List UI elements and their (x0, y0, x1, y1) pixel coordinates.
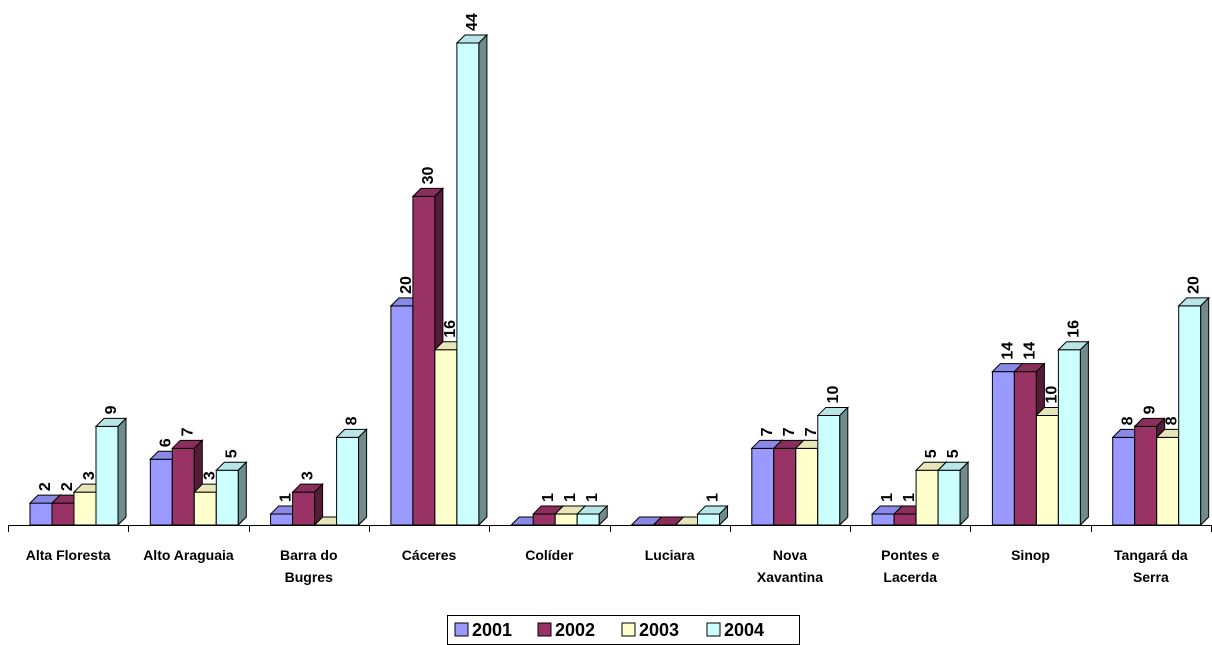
value-label-2003-8: 10 (1043, 386, 1060, 404)
bar-2004-1 (215, 461, 248, 527)
category-label: Alta Floresta (26, 547, 111, 563)
value-label-2002-9: 9 (1142, 405, 1159, 414)
value-label-2004-5: 1 (705, 493, 722, 502)
category-label: Pontes e (881, 547, 940, 563)
value-label-2004-9: 20 (1186, 276, 1203, 294)
legend-item-2003: 2003 (621, 620, 679, 640)
category-label: Barra do (280, 547, 338, 563)
legend-swatch (537, 622, 552, 637)
value-label-2001-0: 2 (37, 482, 54, 491)
category-label: Bugres (285, 569, 333, 585)
value-label-2002-8: 14 (1021, 342, 1038, 360)
value-label-2004-0: 9 (103, 405, 120, 414)
bars-layer (28, 33, 1210, 527)
category-label: Alto Araguaia (143, 547, 234, 563)
value-label-2001-7: 1 (879, 493, 896, 502)
legend-swatch (621, 622, 636, 637)
value-label-2001-1: 6 (157, 438, 174, 447)
bar-2004-7 (936, 461, 970, 527)
value-label-2001-8: 14 (999, 342, 1016, 360)
legend-item-2001: 2001 (454, 620, 512, 640)
value-label-2001-2: 1 (278, 493, 295, 502)
value-label-2001-9: 8 (1120, 416, 1137, 425)
legend-label: 2003 (639, 620, 679, 640)
bar-2004-2 (335, 428, 368, 527)
value-label-2002-6: 7 (781, 427, 798, 436)
category-label: Nova (773, 547, 807, 563)
legend-swatch (454, 622, 469, 637)
legend-label: 2004 (724, 620, 764, 640)
value-label-2002-4: 1 (540, 493, 557, 502)
bar-2004-9 (1177, 296, 1210, 527)
category-label: Sinop (1011, 547, 1050, 563)
value-label-2002-3: 30 (420, 166, 437, 184)
value-label-2004-4: 1 (584, 493, 601, 502)
bar-2004-4 (575, 504, 609, 527)
category-label: Lacerda (883, 569, 937, 585)
category-label: Tangará da (1114, 547, 1188, 563)
legend-label: 2001 (472, 620, 512, 640)
bar-2004-6 (816, 406, 850, 527)
legend: 2001 2002 2003 2004 (447, 615, 800, 645)
value-label-2003-4: 1 (562, 493, 579, 502)
value-label-2004-3: 44 (464, 13, 481, 31)
value-label-2003-9: 8 (1164, 416, 1181, 425)
category-label: Colíder (525, 547, 574, 563)
value-label-2003-7: 5 (923, 449, 940, 458)
value-label-2004-2: 8 (344, 416, 361, 425)
value-label-2003-1: 3 (201, 471, 218, 480)
bar-2004-0 (94, 417, 128, 527)
value-label-2003-0: 3 (81, 471, 98, 480)
category-label: Luciara (645, 547, 695, 563)
bar-2004-5 (696, 504, 729, 527)
legend-item-2002: 2002 (537, 620, 595, 640)
value-label-2001-3: 20 (398, 276, 415, 294)
bar-2002-2 (291, 482, 324, 527)
value-label-2004-7: 5 (945, 449, 962, 458)
value-label-2004-1: 5 (223, 449, 240, 458)
value-label-2002-0: 2 (59, 482, 76, 491)
value-label-2004-6: 10 (825, 386, 842, 404)
value-label-2002-2: 3 (300, 471, 317, 480)
legend-swatch (706, 622, 721, 637)
value-label-2003-6: 7 (803, 427, 820, 436)
value-label-2002-7: 1 (901, 493, 918, 502)
category-axis: Alta Floresta Alto Araguaia Barra do Bugres… (8, 525, 1212, 585)
category-label: Xavantina (757, 569, 823, 585)
value-label-2004-8: 16 (1065, 320, 1082, 338)
category-label: Serra (1133, 569, 1169, 585)
legend-label: 2002 (555, 620, 595, 640)
legend-item-2004: 2004 (706, 620, 764, 640)
bar-2004-8 (1057, 340, 1090, 527)
value-label-2001-6: 7 (759, 427, 776, 436)
bar-2004-3 (455, 33, 489, 527)
value-label-2002-1: 7 (179, 427, 196, 436)
category-label: Cáceres (402, 547, 457, 563)
value-label-2003-3: 16 (442, 320, 459, 338)
